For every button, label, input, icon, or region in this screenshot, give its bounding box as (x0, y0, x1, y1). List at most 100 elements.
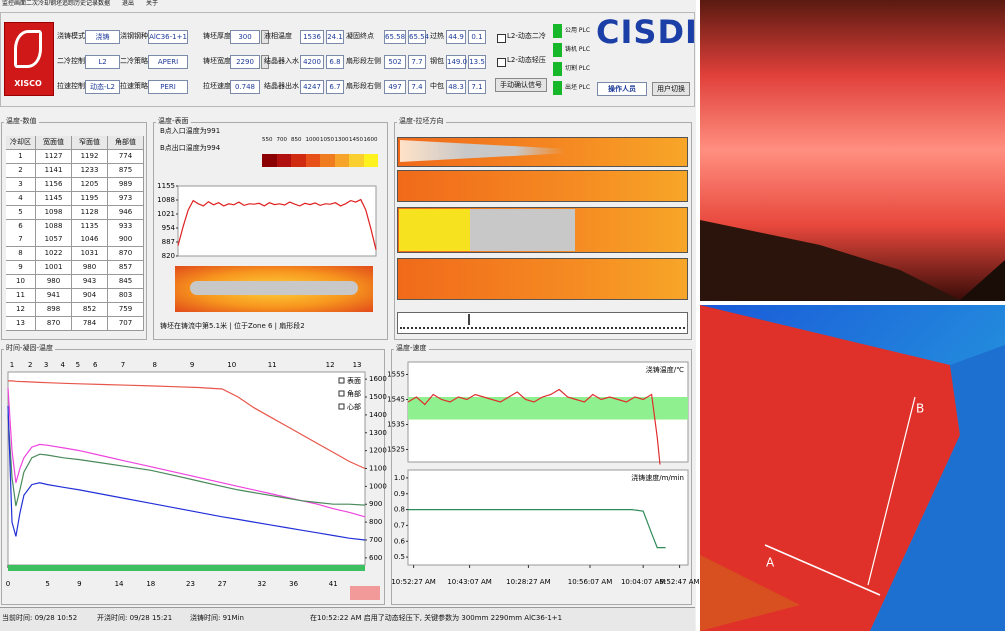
plc-led (553, 24, 562, 38)
table-cell: 900 (108, 233, 144, 248)
series-line (407, 388, 661, 465)
slider-thumb[interactable] (468, 314, 470, 325)
manual-button[interactable]: 手动确认信号 (495, 78, 547, 92)
menu-item[interactable]: 退出 (122, 0, 135, 7)
surface-note: B点入口温度为991 (160, 127, 221, 135)
scale-label: 700 (276, 137, 288, 143)
table-cell: 973 (108, 191, 144, 206)
measure-line-b (867, 396, 916, 586)
dropdown-arrow[interactable] (261, 55, 269, 69)
table-cell: 1057 (36, 233, 72, 248)
y-tick-label: 1300 (369, 429, 387, 437)
checkbox[interactable] (497, 58, 506, 67)
table-cell: 759 (108, 302, 144, 317)
menu-item[interactable]: 数据 (98, 0, 111, 7)
field-label: 凝固终点 (346, 32, 374, 40)
x-tick-label: 41 (329, 580, 338, 588)
position-block (350, 586, 380, 600)
zone-label: 1 (10, 361, 14, 369)
table-cell: 875 (108, 163, 144, 178)
scale-label: 1000 (305, 137, 320, 143)
field-value: 44.9 (446, 30, 466, 44)
plc-label: 切割 PLC (565, 65, 591, 72)
field-label: 结晶器入水 (264, 57, 299, 65)
table-cell: 1001 (36, 261, 72, 276)
series-line (7, 405, 366, 541)
table-cell: 13 (6, 316, 36, 331)
field-label: 二冷控制 (57, 57, 85, 65)
field-value: 1536 (300, 30, 324, 44)
field-value: 149.0 (446, 55, 467, 69)
x-tick-label: 0 (6, 580, 10, 588)
x-tick-label: 14 (115, 580, 124, 588)
zone-label: 9 (190, 361, 194, 369)
menu-item[interactable]: 二次冷却 (26, 0, 51, 7)
table-cell: 852 (72, 302, 108, 317)
zone-label: 6 (93, 361, 98, 369)
table-cell: 1141 (36, 163, 72, 178)
field-label: 液相温度 (264, 32, 292, 40)
field-value: L2 (85, 55, 120, 69)
table-cell: 904 (72, 289, 108, 303)
measure-line-a (764, 544, 881, 596)
y-tick-label: 1500 (369, 393, 387, 401)
marker-b: B (916, 402, 924, 416)
slider-ticks (400, 327, 685, 332)
table-cell: 9 (6, 261, 36, 276)
menu-item[interactable]: 关于 (146, 0, 159, 7)
plc-label: 公用 PLC (565, 27, 591, 34)
table-cell: 1128 (72, 205, 108, 220)
y-tick-label: 1525 (387, 446, 405, 454)
table-cell: 1022 (36, 247, 72, 262)
table-header: 窄面值 (72, 136, 108, 150)
status-bar (0, 607, 695, 631)
direction-bar (397, 170, 688, 202)
table-cell: 7 (6, 233, 36, 248)
x-tick-label: 10:04:07 AM (621, 578, 666, 586)
panel-title: 温度-数值 (4, 117, 39, 125)
y-tick-label: 1555 (387, 371, 405, 379)
field-label: 铸坯宽度 (203, 57, 231, 65)
plc-led (553, 81, 562, 95)
field-value: 4247 (300, 80, 324, 94)
thermal-slab (700, 305, 960, 631)
scale-label: 1300 (334, 137, 349, 143)
legend-label: 表面 (347, 376, 361, 385)
y-tick-label: 0.5 (394, 553, 405, 561)
switch-user-button[interactable]: 用户切换 (652, 82, 690, 96)
plc-led (553, 43, 562, 57)
field-value: 6.8 (326, 55, 344, 69)
table-cell: 707 (108, 316, 144, 331)
dropdown-arrow[interactable] (261, 30, 269, 44)
strip-core (190, 281, 358, 295)
table-cell: 1088 (36, 219, 72, 234)
x-tick-label: 10:56:07 AM (568, 578, 613, 586)
series-line (177, 198, 377, 250)
thermal-edge (700, 555, 800, 631)
table-cell: 10 (6, 275, 36, 290)
menu-item[interactable]: 历史记录 (74, 0, 99, 7)
table-cell: 1233 (72, 163, 108, 178)
menu-item[interactable]: 监控画面 (2, 0, 27, 7)
field-value: 300 (230, 30, 260, 44)
field-label: 钢包 (430, 57, 444, 65)
table-cell: 980 (36, 275, 72, 290)
field-label: 中包 (430, 82, 444, 90)
legend-label: 心部 (347, 402, 361, 411)
surface-note: B点出口温度为994 (160, 144, 221, 152)
table-cell: 4 (6, 191, 36, 206)
field-label: 浇钢钢种 (120, 32, 148, 40)
zone-label: 7 (121, 361, 125, 369)
table-cell: 1156 (36, 177, 72, 192)
x-tick-label: 10:43:07 AM (447, 578, 492, 586)
y-tick-label: 1088 (157, 196, 175, 204)
scale-swatch (262, 154, 277, 167)
field-label: 过热 (430, 32, 444, 40)
zone-label: 8 (153, 361, 157, 369)
y-tick-label: 887 (162, 238, 175, 246)
checkbox[interactable] (497, 34, 506, 43)
field-value: PERI (148, 80, 188, 94)
scale-label: 850 (291, 137, 302, 143)
menu-item[interactable]: 钢坯追踪 (50, 0, 75, 7)
table-header: 冷却区 (6, 136, 36, 150)
